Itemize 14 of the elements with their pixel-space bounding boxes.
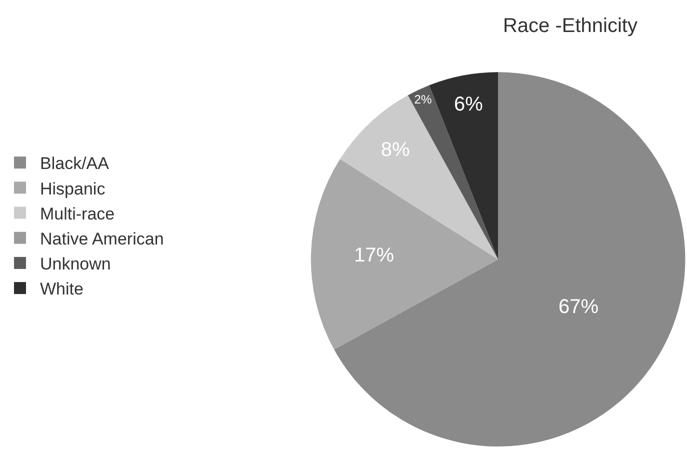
data-label: 6% (454, 93, 484, 116)
legend-label: Hispanic (40, 179, 106, 198)
legend-label: Unknown (40, 254, 111, 274)
pie-slice (408, 85, 498, 260)
pie-slice (310, 159, 498, 350)
legend-label: White (40, 280, 84, 299)
data-label: 17% (354, 244, 394, 266)
chart-title: Race -Ethnicity (502, 15, 638, 38)
legend-label: Native American (40, 229, 164, 248)
data-label: 2% (414, 92, 432, 107)
pie-slice (334, 72, 686, 446)
data-label: 67% (558, 296, 599, 318)
legend-label: Black/AA (40, 154, 110, 174)
legend-label: Multi-race (40, 204, 115, 224)
